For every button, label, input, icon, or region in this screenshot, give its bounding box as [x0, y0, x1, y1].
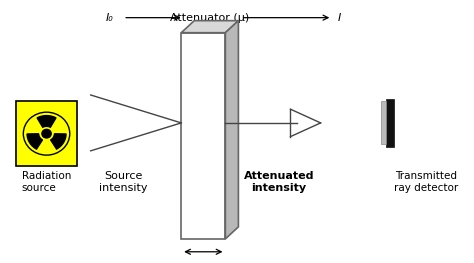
Polygon shape	[226, 21, 238, 239]
Bar	[181, 33, 226, 239]
Text: I₀: I₀	[105, 13, 113, 23]
Polygon shape	[27, 134, 43, 149]
Circle shape	[42, 129, 51, 138]
Bar	[16, 102, 77, 166]
Circle shape	[39, 126, 55, 141]
Text: Source
intensity: Source intensity	[99, 171, 147, 193]
Polygon shape	[51, 134, 66, 149]
Text: I: I	[337, 13, 341, 23]
Text: Radiation
source: Radiation source	[22, 171, 71, 193]
Text: x: x	[200, 261, 207, 263]
Polygon shape	[37, 116, 56, 127]
Text: Attenuator (μ): Attenuator (μ)	[170, 13, 249, 23]
Bar	[381, 102, 386, 144]
Text: Transmitted
ray detector: Transmitted ray detector	[394, 171, 459, 193]
Polygon shape	[181, 21, 238, 33]
Text: Attenuated
intensity: Attenuated intensity	[244, 171, 314, 193]
Bar	[386, 99, 394, 146]
